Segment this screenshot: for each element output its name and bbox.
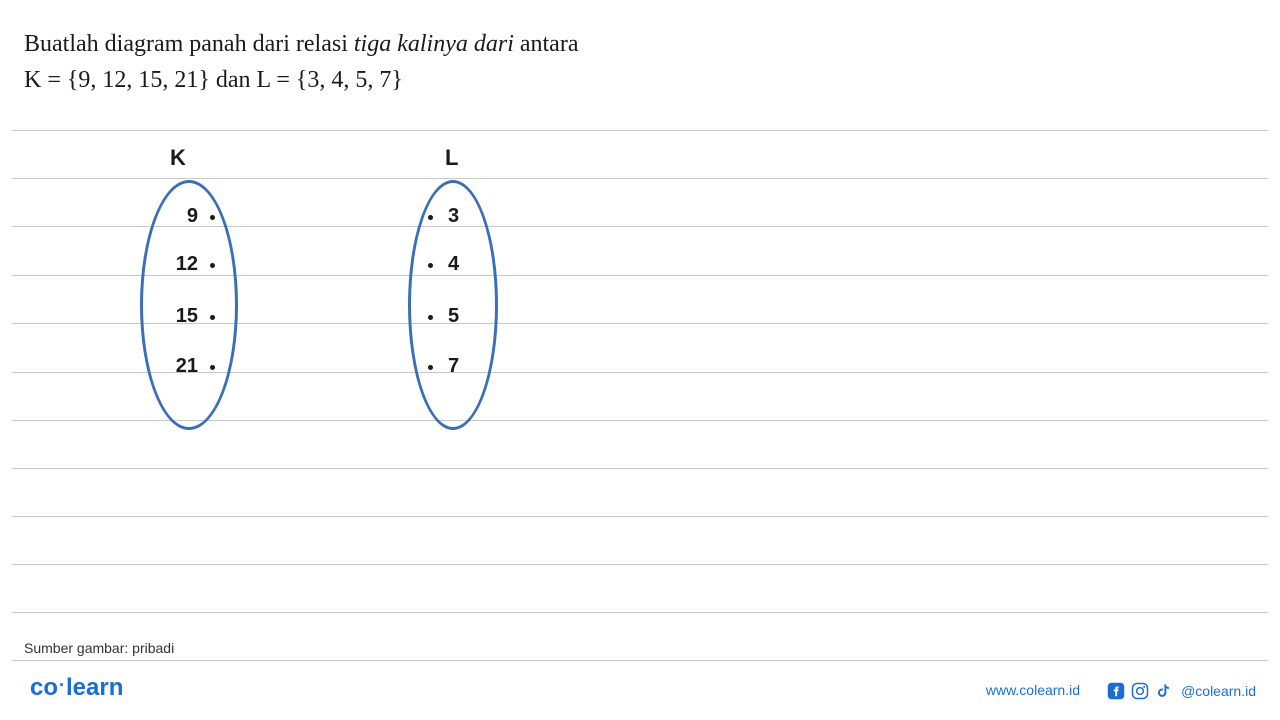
set-element: 7 (448, 355, 459, 378)
element-dot (210, 215, 215, 220)
set-element: 5 (448, 305, 459, 328)
set-element: 12 (158, 253, 198, 276)
social-handle: @colearn.id (1181, 683, 1256, 699)
rule-line (12, 130, 1268, 131)
rule-line (12, 612, 1268, 613)
question-part1: Buatlah diagram panah dari relasi (24, 31, 354, 57)
logo-dot: · (59, 675, 65, 695)
element-dot (428, 365, 433, 370)
element-dot (428, 315, 433, 320)
question-line1: Buatlah diagram panah dari relasi tiga k… (24, 28, 578, 62)
set-element: 15 (158, 305, 198, 328)
element-dot (428, 263, 433, 268)
rule-line (12, 564, 1268, 565)
set-element: 21 (158, 355, 198, 378)
element-dot (210, 365, 215, 370)
colearn-logo: co·learn (30, 674, 123, 702)
set-label-K: K (170, 145, 186, 171)
question-line2: K = {9, 12, 15, 21} dan L = {3, 4, 5, 7} (24, 64, 578, 98)
logo-co: co (30, 674, 58, 701)
question-text: Buatlah diagram panah dari relasi tiga k… (24, 28, 578, 97)
footer: co·learn www.colearn.id @colearn.id (0, 672, 1280, 702)
question-italic: tiga kalinya dari (354, 31, 514, 57)
element-dot (428, 215, 433, 220)
rule-line (12, 660, 1268, 661)
element-dot (210, 263, 215, 268)
set-element: 9 (158, 205, 198, 228)
social-links: @colearn.id (1107, 682, 1256, 700)
set-element: 4 (448, 253, 459, 276)
logo-learn: learn (66, 674, 123, 701)
facebook-icon (1107, 682, 1125, 700)
instagram-icon (1131, 682, 1149, 700)
rule-line (12, 516, 1268, 517)
set-element: 3 (448, 205, 459, 228)
image-source: Sumber gambar: pribadi (24, 640, 174, 656)
question-part2: antara (514, 31, 579, 57)
rule-line (12, 468, 1268, 469)
element-dot (210, 315, 215, 320)
website-url: www.colearn.id (986, 682, 1080, 698)
rule-line (12, 178, 1268, 179)
tiktok-icon (1155, 682, 1173, 700)
set-label-L: L (445, 145, 458, 171)
